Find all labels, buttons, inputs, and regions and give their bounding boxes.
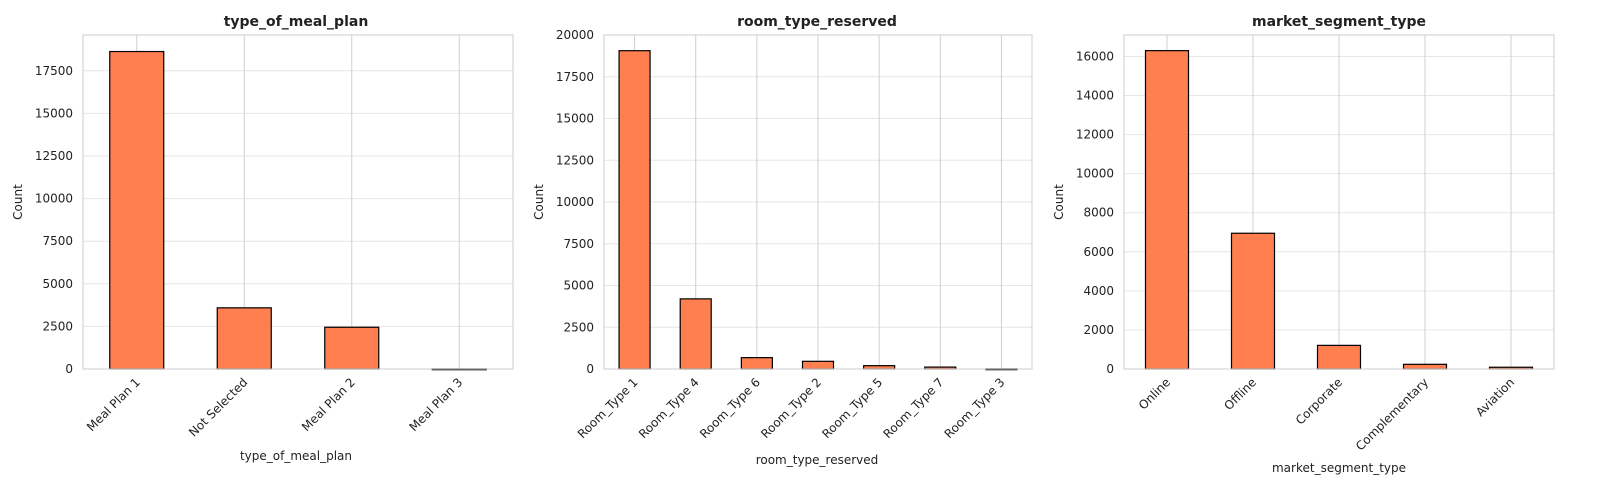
bar-room-type-2: [801, 360, 835, 370]
y-tick-label: 10000: [35, 192, 73, 206]
y-axis-label: Count: [1052, 184, 1066, 220]
y-tick-label: 5000: [42, 277, 73, 291]
bar-room-type-1: [618, 50, 651, 370]
y-tick-label: 0: [586, 362, 594, 376]
x-tick-label: Online: [1136, 375, 1173, 412]
chart-title: market_segment_type: [1252, 14, 1426, 30]
x-tick-label: Room_Type 3: [942, 375, 1008, 441]
x-tick-label: Room_Type 4: [636, 375, 702, 441]
plot-frame: [82, 34, 514, 370]
x-tick-label: Meal Plan 2: [299, 375, 358, 434]
y-tick-label: 15000: [35, 106, 73, 120]
y-tick-label: 20000: [556, 28, 594, 42]
y-tick-label: 5000: [563, 279, 594, 293]
x-tick-label: Not Selected: [186, 375, 250, 439]
y-tick-label: 10000: [1076, 167, 1114, 181]
bar-room-type-5: [863, 365, 896, 370]
y-tick-label: 12500: [556, 153, 594, 167]
bar-corporate: [1316, 344, 1362, 370]
y-tick-label: 12000: [1076, 128, 1114, 142]
y-axis-label: Count: [11, 184, 25, 220]
x-tick-label: Aviation: [1473, 375, 1517, 419]
y-tick-label: 0: [65, 362, 73, 376]
bar-complementary: [1402, 363, 1448, 370]
y-tick-label: 2500: [563, 320, 594, 334]
chart-1: 0 2500 5000 7500 10000 12500 15000 17500 Meal Pl…: [11, 14, 514, 463]
y-tick-label: 17500: [35, 64, 73, 78]
chart-3: 0 2000 4000 6000 8000 10000 12000 14000 16000 Onl…: [1052, 14, 1555, 475]
x-tick-label: Complementary: [1353, 375, 1431, 453]
x-axis-label: type_of_meal_plan: [240, 449, 352, 463]
y-axis-label: Count: [532, 184, 546, 220]
bar-room-type-4: [679, 298, 712, 370]
x-tick-label: Room_Type 1: [575, 375, 641, 441]
x-tick-label: Room_Type 6: [697, 375, 763, 441]
y-tick-label: 2500: [42, 319, 73, 333]
x-tick-label: Meal Plan 3: [407, 375, 466, 434]
y-tick-label: 17500: [556, 70, 594, 84]
y-tick-label: 10000: [556, 195, 594, 209]
chart-title: room_type_reserved: [737, 14, 897, 30]
x-axis-label: room_type_reserved: [756, 453, 879, 467]
y-tick-label: 6000: [1083, 245, 1114, 259]
y-tick-label: 14000: [1076, 89, 1114, 103]
bar-offline: [1230, 232, 1276, 370]
y-tick-label: 7500: [42, 234, 73, 248]
x-tick-label: Offline: [1221, 375, 1259, 413]
y-tick-label: 4000: [1083, 284, 1114, 298]
y-tick-label: 16000: [1076, 49, 1114, 63]
bar-meal-plan-1: [109, 50, 165, 370]
x-axis-label: market_segment_type: [1272, 461, 1406, 475]
x-tick-label: Room_Type 7: [881, 375, 947, 441]
chart-title: type_of_meal_plan: [224, 14, 369, 30]
y-tick-label: 0: [1106, 362, 1114, 376]
y-tick-label: 2000: [1083, 323, 1114, 337]
y-tick-label: 12500: [35, 149, 73, 163]
x-tick-label: Meal Plan 1: [84, 375, 143, 434]
y-tick-label: 8000: [1083, 206, 1114, 220]
bar-room-type-6: [740, 357, 773, 370]
bar-online: [1144, 50, 1190, 370]
x-tick-label: Room_Type 2: [758, 375, 824, 441]
bar-not-selected: [216, 307, 272, 370]
chart-2: 0 2500 5000 7500 10000 12500 15000 17500 20000 Ro…: [532, 14, 1033, 467]
x-tick-label: Corporate: [1293, 375, 1345, 427]
bar-meal-plan-2: [324, 326, 380, 370]
plot-frame: [1123, 34, 1555, 370]
plot-frame: [603, 34, 1033, 370]
y-tick-label: 15000: [556, 112, 594, 126]
x-tick-label: Room_Type 5: [819, 375, 885, 441]
y-tick-label: 7500: [563, 237, 594, 251]
